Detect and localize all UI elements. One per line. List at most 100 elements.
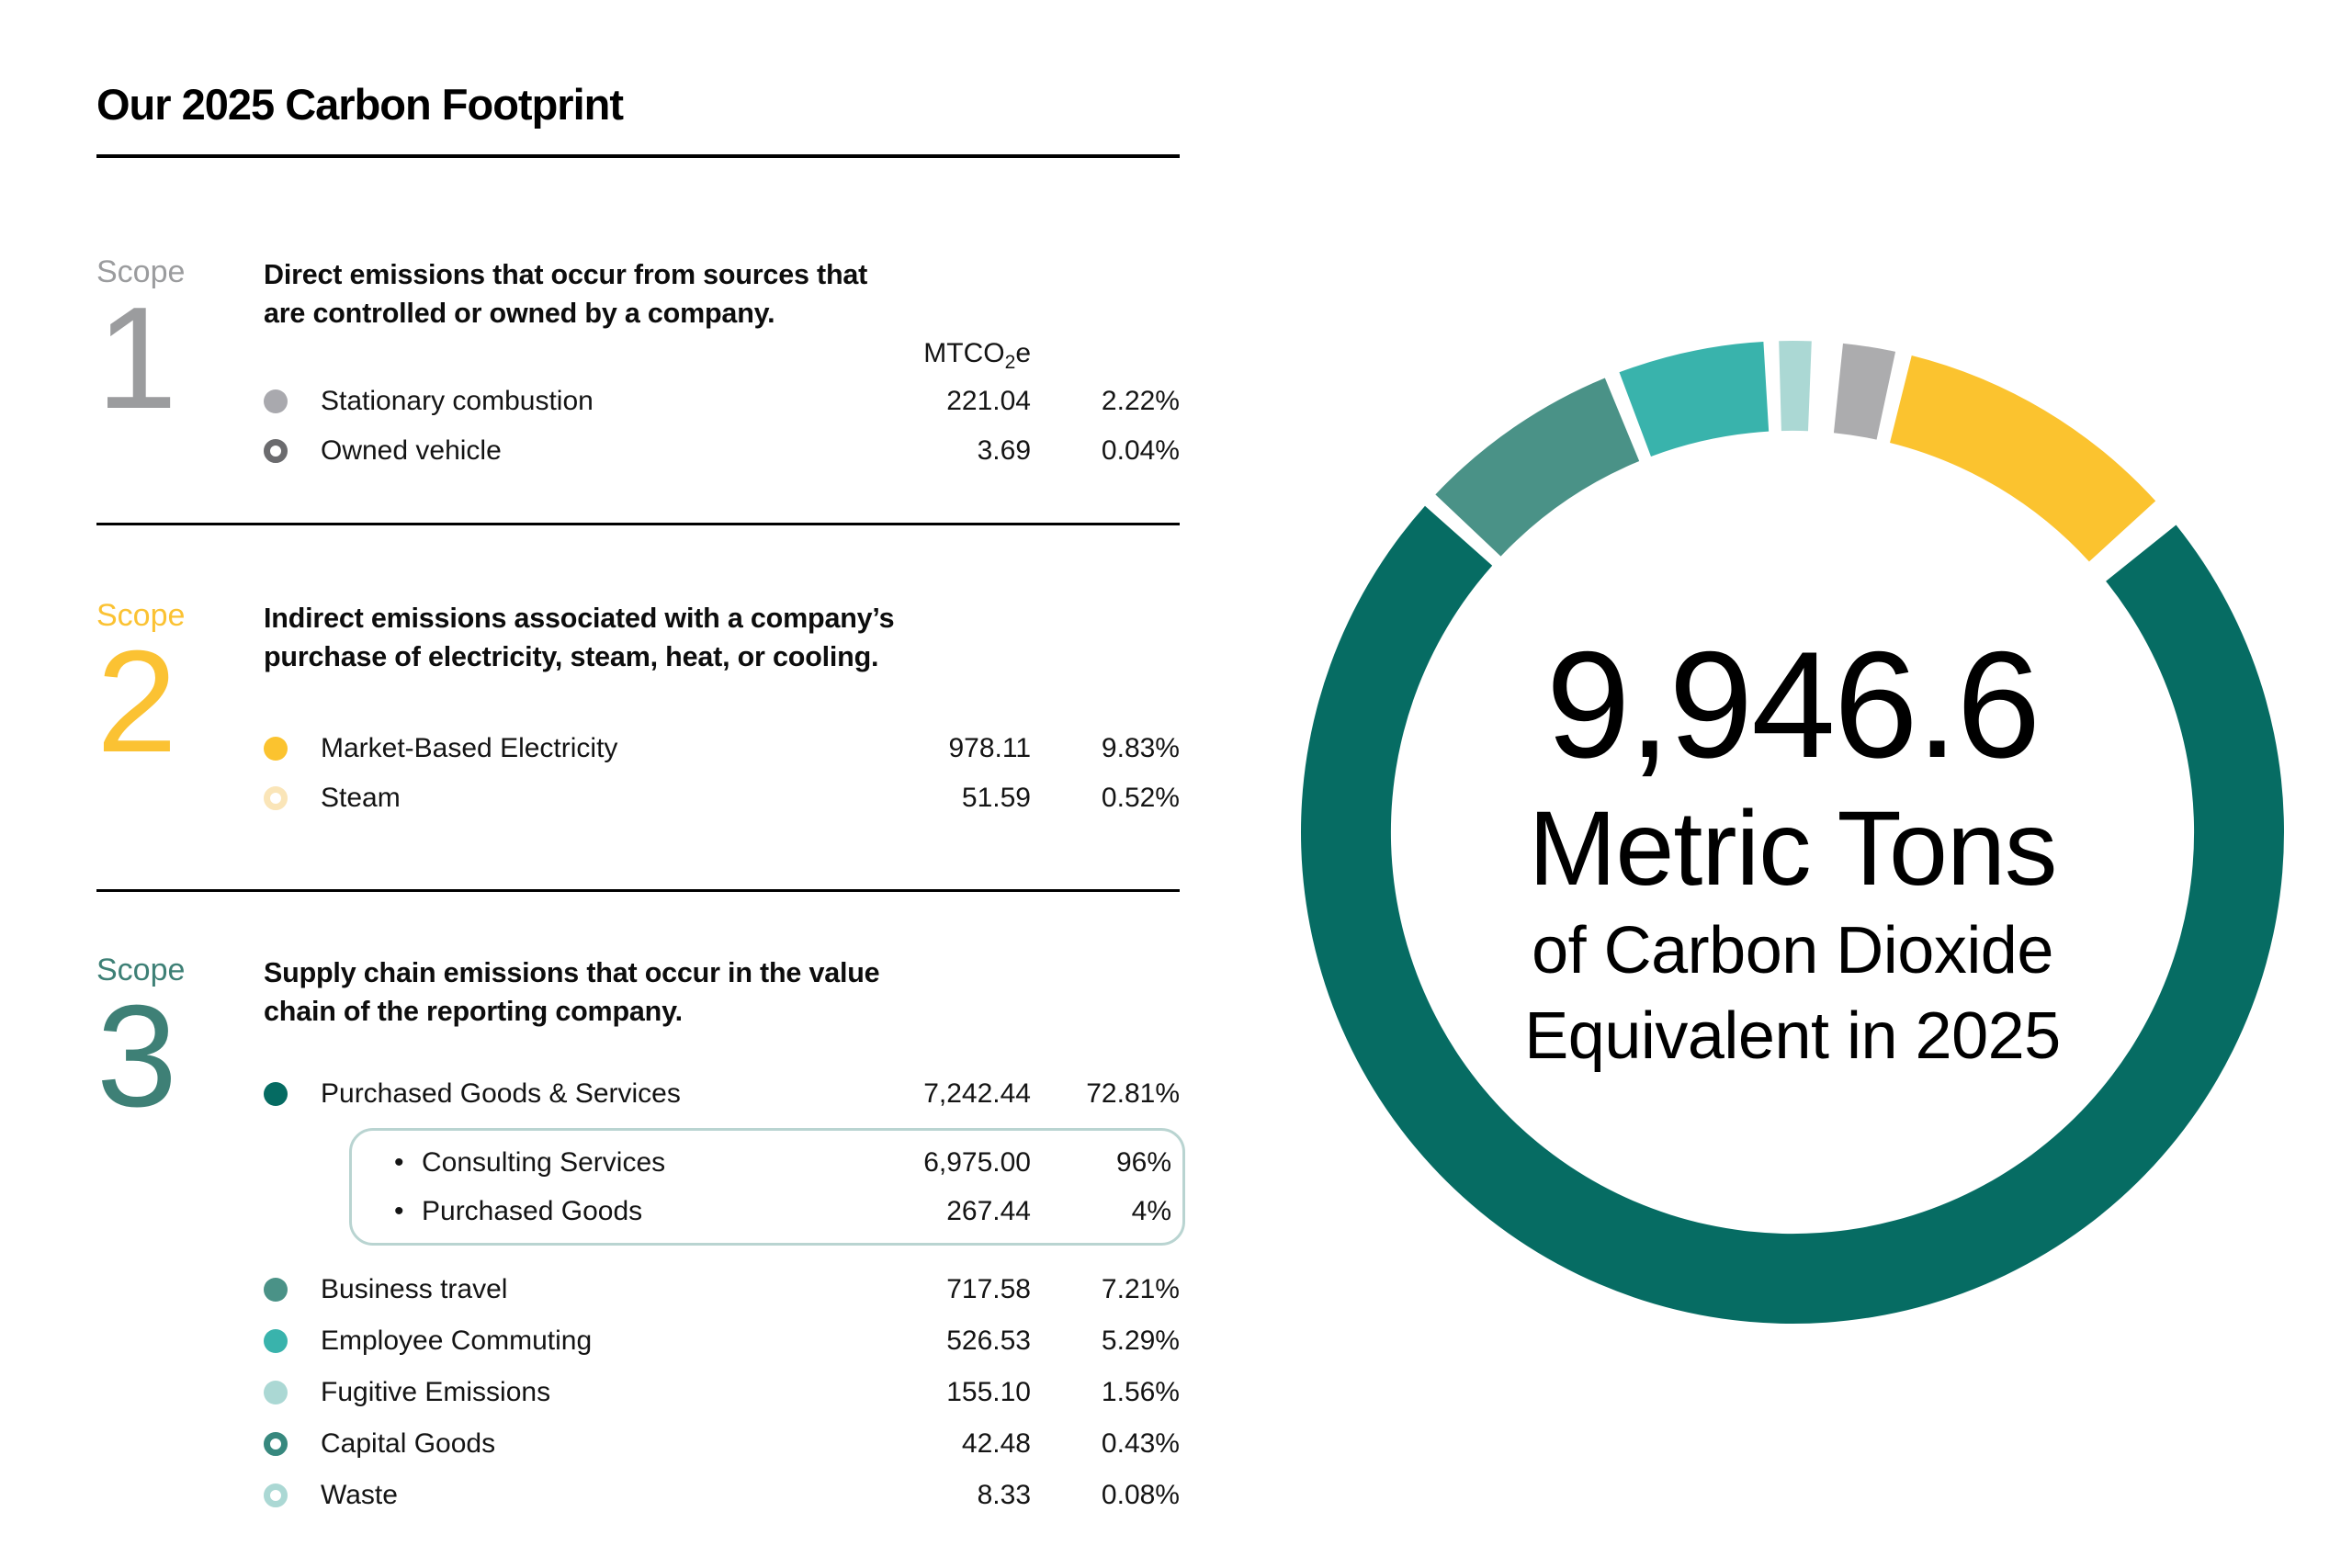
donut-segment [1301,505,2285,1325]
employee-commuting-marker-icon [264,1329,288,1353]
market-electricity-marker-icon [264,737,288,761]
row-percent: 7.21% [1101,1274,1180,1304]
scope-2-section: Scope 2 Indirect emissions associated wi… [96,598,1180,823]
section-divider [96,889,1180,892]
emission-row: Owned vehicle 3.69 0.04% [264,426,1180,476]
total-emissions-unit: Metric Tons [1528,789,2058,908]
row-value: 526.53 [946,1325,1031,1356]
row-label: Fugitive Emissions [321,1377,551,1407]
row-value: 717.58 [946,1274,1031,1304]
unit-header: MTCO2e [923,338,1031,373]
purchased-goods-marker-icon [264,1082,288,1106]
row-percent: 4% [1131,1195,1171,1226]
section-divider [96,523,1180,525]
total-emissions-caption-line2: Equivalent in 2025 [1524,999,2061,1074]
row-value: 978.11 [948,733,1031,763]
subcategory-row: • Consulting Services 6,975.00 96% [394,1138,1175,1187]
scope-word: Scope [96,598,186,633]
row-percent: 96% [1115,1146,1171,1178]
donut-segment [1435,378,1640,557]
row-label: Market-Based Electricity [321,733,618,763]
donut-segment [1890,355,2156,562]
row-value: 3.69 [977,435,1031,466]
row-value: 8.33 [977,1480,1031,1510]
row-value: 221.04 [946,386,1031,416]
row-percent: 2.22% [1101,386,1180,416]
row-label: Owned vehicle [321,435,502,466]
scope-number: 3 [96,976,177,1138]
scope-word: Scope [96,953,186,987]
row-label: Steam [321,783,401,813]
emission-row: Waste 8.33 0.08% [264,1470,1180,1521]
scope-3-rows: Purchased Goods & Services 7,242.44 72.8… [264,1069,1185,1521]
stationary-combustion-marker-icon [264,389,288,413]
emission-row: Capital Goods 42.48 0.43% [264,1418,1180,1470]
title-divider [96,154,1180,158]
row-percent: 0.04% [1101,435,1180,466]
scope-3-remaining-rows: Business travel 717.58 7.21% Employee Co… [264,1264,1180,1521]
emission-row: Steam 51.59 0.52% [264,773,1180,823]
scope-2-label: Scope 2 [96,598,264,823]
waste-marker-icon [264,1483,288,1507]
bullet-icon: • [394,1195,404,1226]
donut-segment [1833,343,1896,440]
scope-1-section: Scope 1 Direct emissions that occur from… [96,254,1180,476]
scope-1-content: Direct emissions that occur from sources… [264,255,1180,476]
row-percent: 72.81% [1086,1078,1180,1109]
emission-row: Market-Based Electricity 978.11 9.83% [264,724,1180,773]
row-label: Waste [321,1480,398,1510]
subcategory-box: • Consulting Services 6,975.00 96% • Pur… [349,1128,1185,1246]
scope-1-label: Scope 1 [96,254,264,476]
row-value: 155.10 [946,1377,1031,1407]
donut-chart-svg [1301,341,2285,1325]
row-label: Purchased Goods & Services [321,1078,681,1109]
bullet-icon: • [394,1146,404,1178]
scope-2-rows: Market-Based Electricity 978.11 9.83% St… [264,724,1180,823]
row-label: Stationary combustion [321,386,594,416]
row-value: 42.48 [961,1428,1031,1459]
row-label: Employee Commuting [321,1325,593,1356]
emissions-table-panel: Our 2025 Carbon Footprint Scope 1 Direct… [96,0,1185,1568]
row-value: 6,975.00 [923,1146,1031,1178]
row-label: Capital Goods [321,1428,496,1459]
emission-row: Business travel 717.58 7.21% [264,1264,1180,1315]
row-label: Purchased Goods [422,1195,643,1226]
scope-3-content: Supply chain emissions that occur in the… [264,953,1185,1521]
scope-number: 1 [96,277,177,440]
donut-chart: 9,946.6 Metric Tons of Carbon Dioxide Eq… [1287,327,2298,1337]
scope-3-description: Supply chain emissions that occur in the… [264,957,880,1027]
total-emissions-caption-line1: of Carbon Dioxide [1532,913,2053,987]
row-value: 267.44 [946,1195,1031,1226]
row-value: 7,242.44 [923,1078,1031,1109]
fugitive-emissions-marker-icon [264,1381,288,1404]
page-title: Our 2025 Carbon Footprint [96,80,624,129]
owned-vehicle-marker-icon [264,439,288,463]
total-emissions-value: 9,946.6 [1545,620,2041,790]
donut-center-text: 9,946.6 Metric Tons of Carbon Dioxide Eq… [1287,327,2298,1337]
scope-1-rows: Stationary combustion 221.04 2.22% Owned… [264,377,1180,476]
scope-2-description: Indirect emissions associated with a com… [264,603,895,672]
capital-goods-marker-icon [264,1432,288,1456]
row-percent: 0.08% [1101,1480,1180,1510]
scope-number: 2 [96,621,177,784]
row-value: 51.59 [961,783,1031,813]
scope-word: Scope [96,254,186,289]
scope-2-content: Indirect emissions associated with a com… [264,599,1180,823]
donut-segment [1619,341,1770,457]
row-percent: 5.29% [1101,1325,1180,1356]
row-percent: 1.56% [1101,1377,1180,1407]
scope-1-description: Direct emissions that occur from sources… [264,259,868,329]
row-label: Consulting Services [422,1146,666,1178]
row-percent: 0.52% [1101,783,1180,813]
row-label: Business travel [321,1274,508,1304]
emission-row: Employee Commuting 526.53 5.29% [264,1315,1180,1367]
subcategory-row: • Purchased Goods 267.44 4% [394,1187,1175,1235]
row-percent: 9.83% [1101,733,1180,763]
scope-3-label: Scope 3 [96,953,264,1521]
row-percent: 0.43% [1101,1428,1180,1459]
scope-3-section: Scope 3 Supply chain emissions that occu… [96,953,1185,1521]
donut-segment [1779,341,1812,432]
business-travel-marker-icon [264,1278,288,1302]
emission-row: Fugitive Emissions 155.10 1.56% [264,1367,1180,1418]
